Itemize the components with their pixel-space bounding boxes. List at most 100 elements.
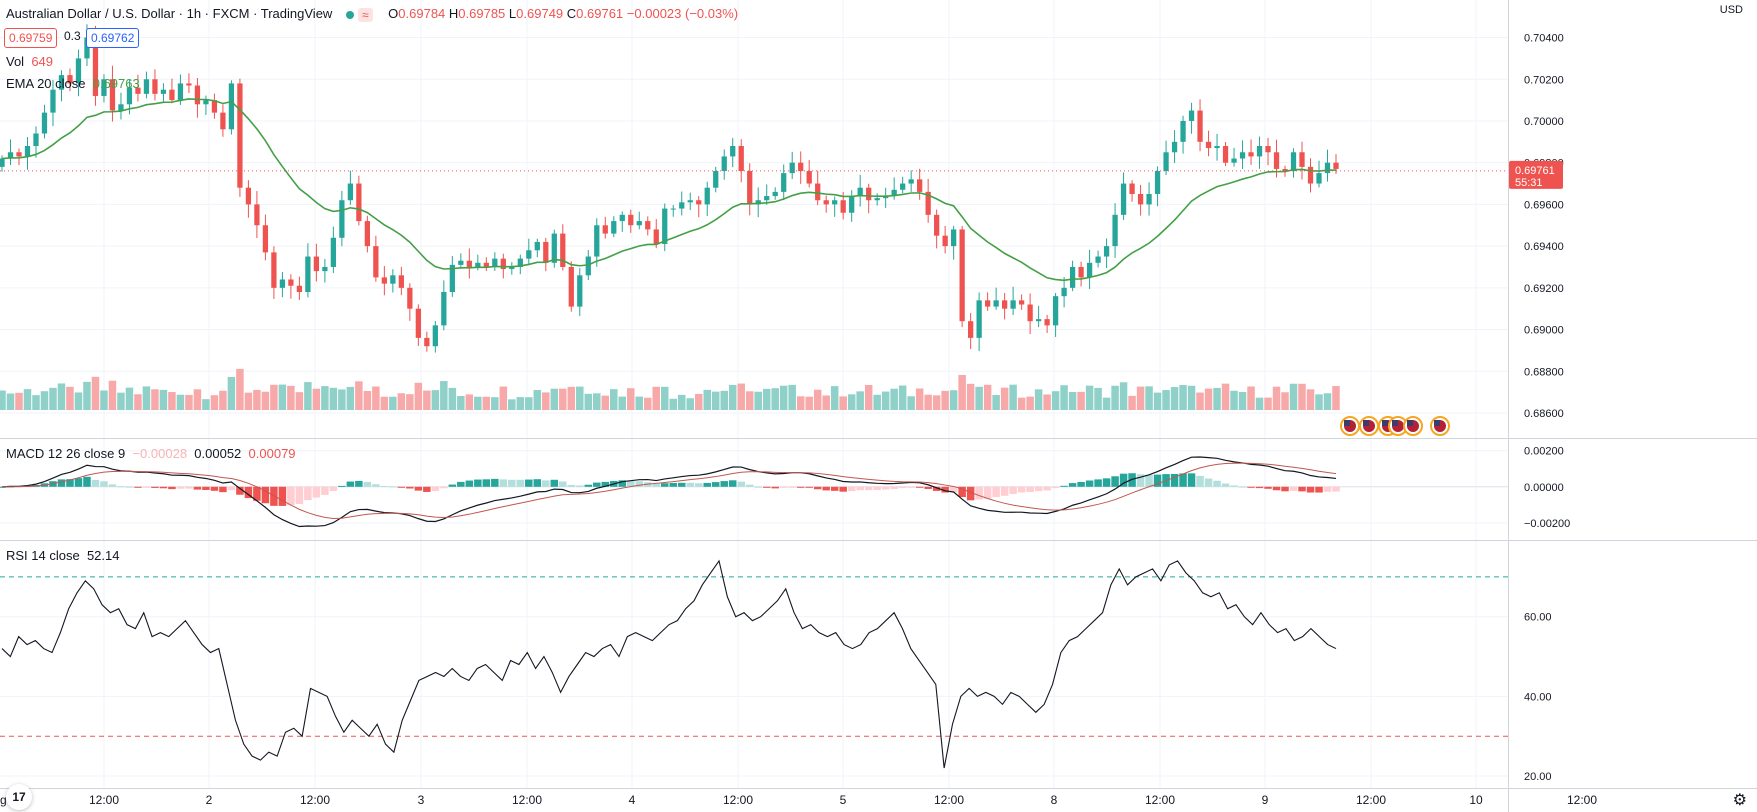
candle-body bbox=[169, 89, 175, 101]
volume-bar bbox=[74, 392, 83, 410]
volume-bar bbox=[66, 386, 74, 410]
candle-body bbox=[0, 158, 5, 167]
macd-line bbox=[1, 456, 1337, 528]
volume-bar bbox=[1315, 394, 1323, 410]
us-flag-event-icon[interactable] bbox=[1340, 416, 1360, 436]
volume-bar bbox=[703, 389, 711, 410]
tradingview-logo[interactable]: 17 bbox=[6, 784, 32, 810]
price-tick-label: 0.70200 bbox=[1524, 74, 1564, 86]
macd-hist-bar bbox=[1026, 486, 1034, 492]
ohlc-values: O0.69784 H0.69785 L0.69749 C0.69761 −0.0… bbox=[388, 6, 739, 21]
currency-selector[interactable]: USD bbox=[1719, 4, 1743, 16]
candle-body bbox=[1307, 166, 1314, 184]
ema-legend[interactable]: EMA 20 close 0.69763 bbox=[6, 76, 140, 91]
macd-hist-bar bbox=[915, 486, 924, 488]
flag-canton bbox=[1382, 420, 1388, 426]
x-tick-label: 12:00 bbox=[1356, 793, 1386, 807]
candle-body bbox=[271, 252, 277, 288]
candle-body bbox=[951, 229, 957, 247]
candle-body bbox=[1273, 152, 1280, 169]
macd-hist-bar bbox=[440, 486, 448, 489]
macd-hist-bar bbox=[1298, 486, 1306, 492]
volume-bar bbox=[499, 386, 508, 410]
macd-hist-bar bbox=[1111, 476, 1119, 487]
rsi-legend[interactable]: RSI 14 close 52.14 bbox=[6, 548, 120, 563]
candle-body bbox=[126, 87, 133, 105]
macd-hist-bar bbox=[856, 486, 864, 491]
candle-body bbox=[1129, 183, 1135, 194]
macd-hist-bar bbox=[1196, 475, 1204, 487]
candle-body bbox=[764, 196, 770, 201]
macd-pane bbox=[0, 456, 1508, 528]
macd-hist-bar bbox=[516, 479, 525, 487]
macd-hist-bar bbox=[66, 479, 74, 487]
candle-body bbox=[347, 183, 354, 201]
flag-canton bbox=[1392, 420, 1398, 426]
candle-body bbox=[1086, 262, 1093, 278]
volume-bar bbox=[1000, 387, 1009, 410]
volume-bar bbox=[414, 382, 423, 410]
volume-bar bbox=[32, 395, 40, 410]
candle-body bbox=[781, 173, 787, 192]
volume-bar bbox=[117, 392, 125, 410]
volume-bar bbox=[372, 386, 380, 410]
macd-hist-bar bbox=[244, 486, 253, 499]
volume-bar bbox=[338, 389, 346, 410]
candle-body bbox=[1282, 168, 1288, 172]
x-tick-label: 8 bbox=[1051, 793, 1058, 807]
volume-bar bbox=[975, 386, 983, 410]
volume-bar bbox=[83, 381, 91, 410]
candle-body bbox=[823, 200, 829, 205]
macd-hist-bar bbox=[108, 484, 117, 487]
macd-hist-bar bbox=[635, 481, 644, 487]
volume-bar bbox=[1162, 390, 1170, 410]
volume-bar bbox=[134, 394, 142, 410]
candle-body bbox=[806, 171, 812, 184]
macd-hist-bar bbox=[618, 480, 627, 487]
volume-bar bbox=[57, 383, 66, 410]
macd-hist-bar bbox=[924, 486, 932, 489]
candle-body bbox=[1231, 158, 1237, 163]
volume-bar bbox=[176, 394, 185, 410]
macd-hist-bar bbox=[91, 479, 100, 487]
macd-hist-bar bbox=[270, 486, 278, 506]
volume-bar bbox=[100, 390, 108, 410]
economic-event-icons[interactable] bbox=[1340, 416, 1450, 436]
volume-bar bbox=[550, 388, 559, 410]
buy-price-button[interactable]: 0.69762 bbox=[86, 28, 140, 48]
volume-bar bbox=[686, 398, 694, 410]
candle-body bbox=[883, 196, 889, 199]
sell-price-button[interactable]: 0.69759 bbox=[4, 28, 58, 48]
candle-body bbox=[696, 200, 702, 205]
candle-body bbox=[203, 100, 209, 105]
us-flag-event-icon[interactable] bbox=[1430, 416, 1450, 436]
gear-icon[interactable]: ⚙ bbox=[1732, 792, 1747, 809]
candle-body bbox=[568, 266, 574, 307]
x-tick-label: 9 bbox=[1262, 793, 1269, 807]
symbol-title[interactable]: Australian Dollar / U.S. Dollar · 1h · F… bbox=[6, 6, 333, 21]
macd-hist-bar bbox=[542, 480, 550, 487]
macd-hist-bar bbox=[482, 479, 491, 487]
macd-hist-bar bbox=[788, 486, 796, 488]
volume-bar bbox=[771, 388, 779, 410]
macd-hist-bar bbox=[1017, 486, 1026, 493]
rsi-tick-label: 40.00 bbox=[1524, 691, 1552, 703]
candle-body bbox=[908, 179, 914, 184]
volume-bar bbox=[202, 399, 210, 410]
candle-body bbox=[390, 275, 396, 284]
volume-legend[interactable]: Vol 649 bbox=[6, 54, 54, 69]
us-flag-event-icon[interactable] bbox=[1403, 416, 1423, 436]
macd-legend[interactable]: MACD 12 26 close 9 −0.00028 0.00052 0.00… bbox=[6, 446, 296, 461]
rsi-pane bbox=[0, 559, 1508, 769]
candle-body bbox=[1001, 300, 1008, 309]
us-flag-event-icon[interactable] bbox=[1359, 416, 1379, 436]
market-status[interactable]: ≈ bbox=[345, 7, 373, 22]
macd-hist-bar bbox=[686, 482, 694, 487]
volume-bar bbox=[779, 385, 788, 410]
volume-bar bbox=[635, 396, 644, 410]
volume-bar bbox=[516, 397, 525, 410]
macd-hist-bar bbox=[346, 481, 355, 487]
volume-bar bbox=[431, 390, 440, 410]
macd-hist-bar bbox=[1009, 486, 1017, 494]
